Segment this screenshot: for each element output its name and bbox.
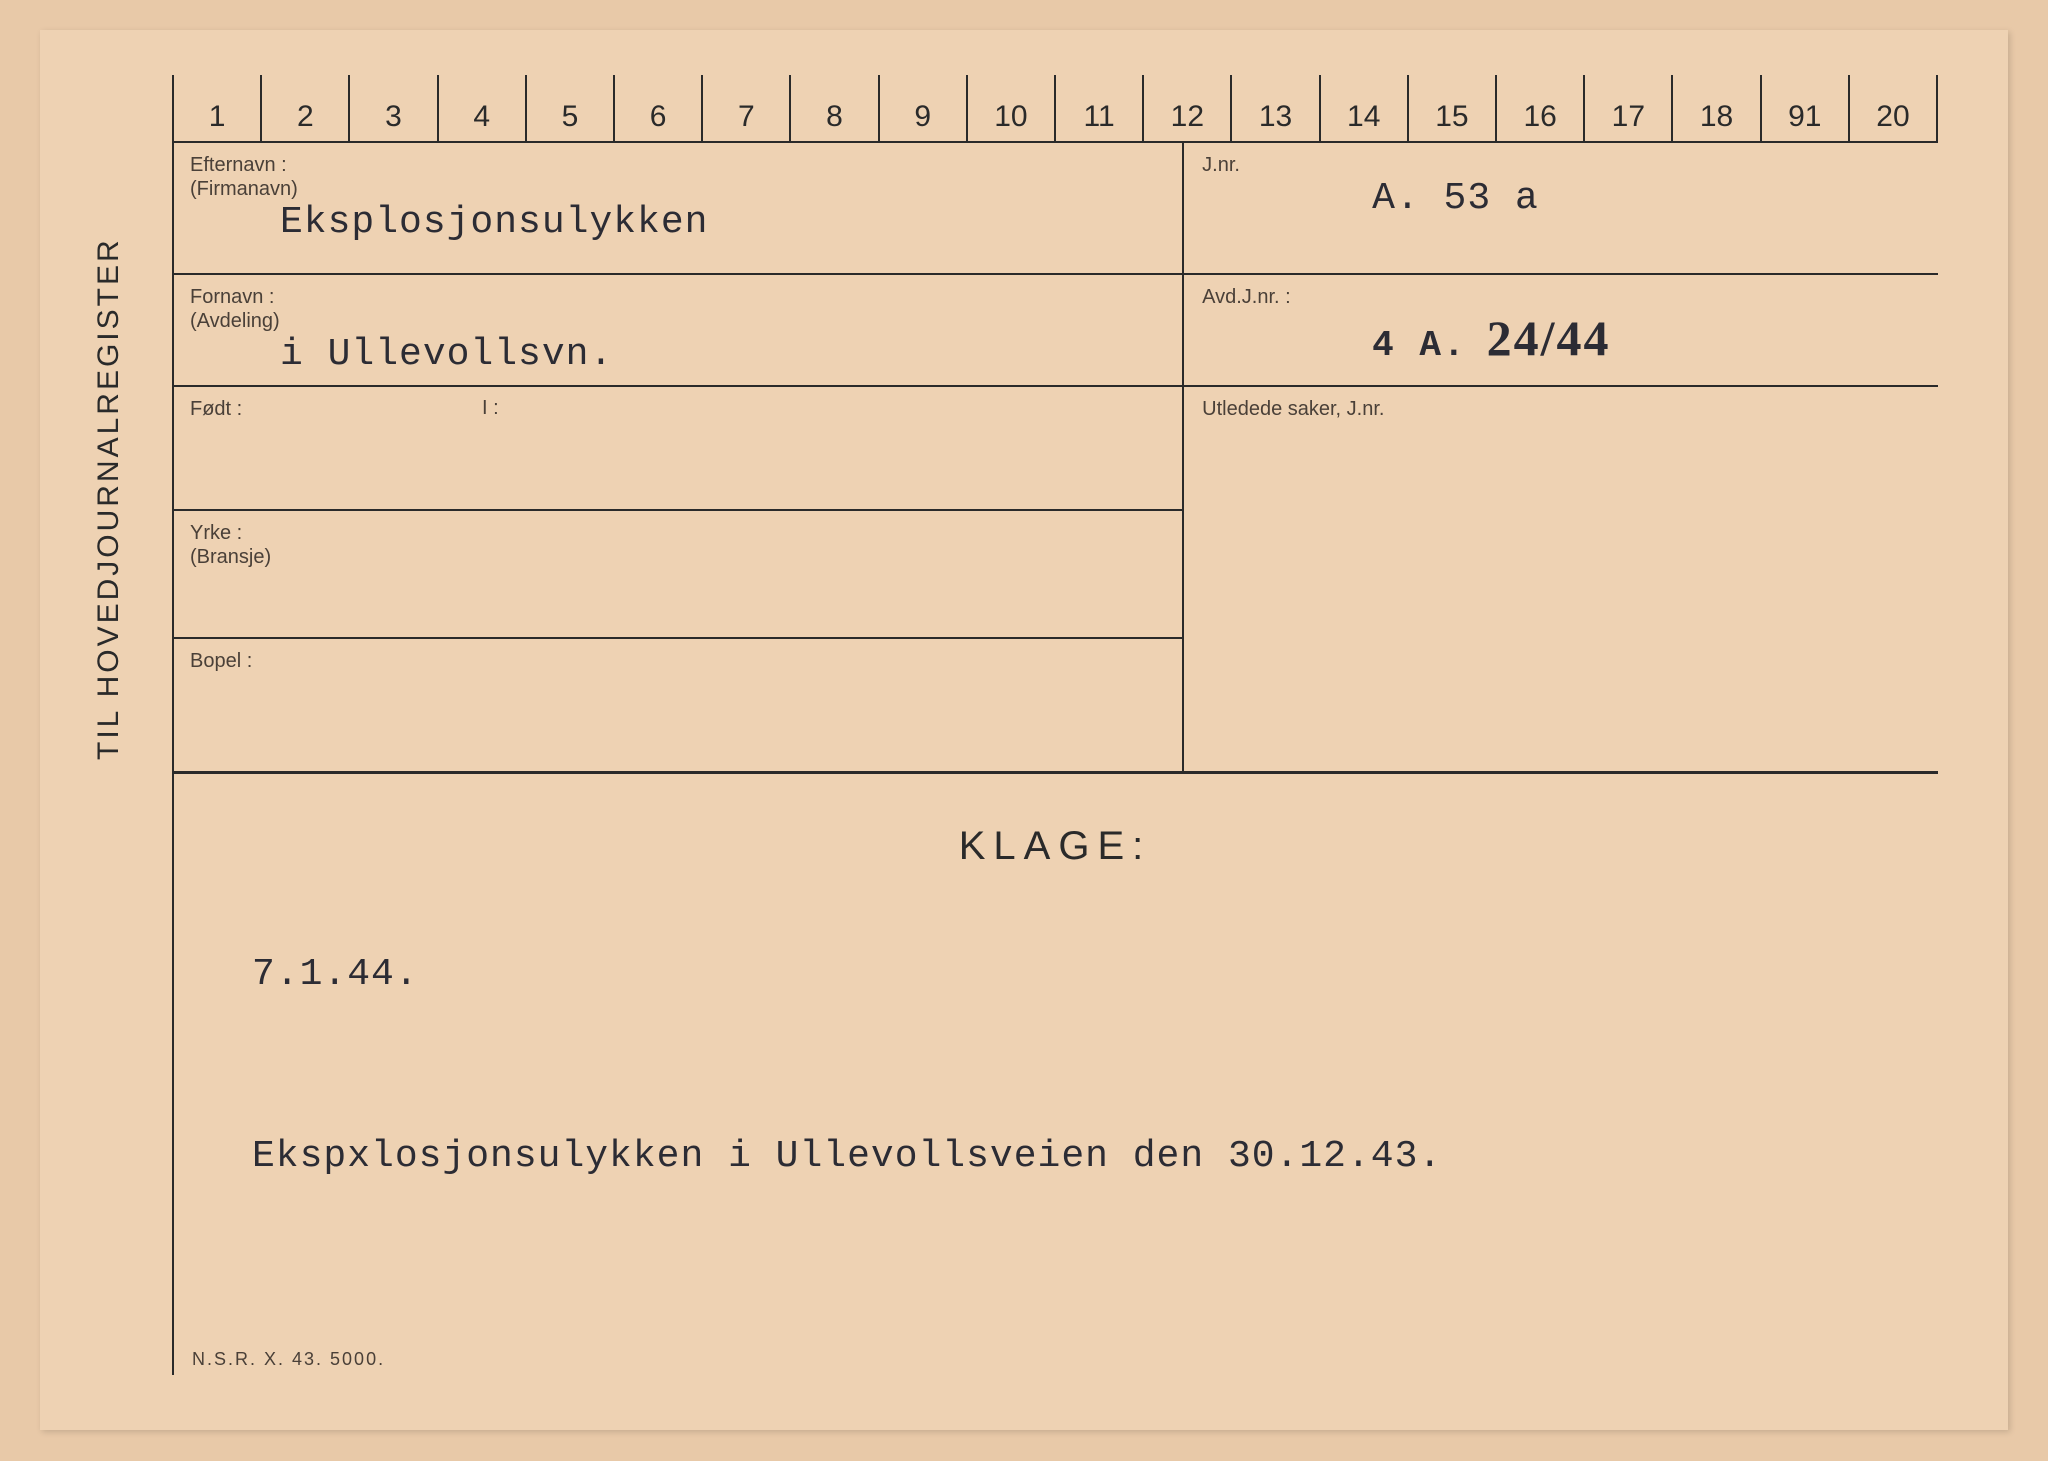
ruler-cell: 20 — [1848, 75, 1938, 141]
label-fornavn-2: (Avdeling) — [190, 309, 1164, 333]
ruler-row: 1234567891011121314151617189120 — [172, 75, 1938, 143]
left-column: Efternavn : (Firmanavn) Eksplosjonsulykk… — [172, 143, 1182, 771]
ruler-cell: 5 — [525, 75, 613, 141]
left-frame-line — [172, 143, 174, 1375]
ruler-cell: 2 — [260, 75, 348, 141]
value-etternavn: Eksplosjonsulykken — [190, 201, 1164, 244]
ruler-cell: 1 — [172, 75, 260, 141]
ruler-cell: 3 — [348, 75, 436, 141]
field-utledede: Utledede saker, J.nr. — [1184, 387, 1938, 771]
label-yrke-1: Yrke : — [190, 521, 1164, 545]
ruler-cell: 11 — [1054, 75, 1142, 141]
label-utledede: Utledede saker, J.nr. — [1202, 397, 1920, 421]
avdjnr-hand: 24/44 — [1487, 310, 1611, 366]
side-label: TIL HOVEDJOURNALREGISTER — [92, 237, 126, 760]
label-etternavn-2: (Firmanavn) — [190, 177, 1164, 201]
ruler-cell: 17 — [1583, 75, 1671, 141]
label-jnr: J.nr. — [1202, 153, 1920, 177]
field-fodt: Født : I : — [172, 387, 1182, 511]
klage-text: Ekspxlosjonsulykken i Ullevollsveien den… — [252, 1111, 1898, 1202]
label-fodt: Født : — [190, 397, 1164, 421]
value-fornavn: i Ullevollsvn. — [190, 333, 1164, 376]
ruler-cell: 6 — [613, 75, 701, 141]
klage-body: 7.1.44. Ekspxlosjonsulykken i Ullevollsv… — [212, 929, 1898, 1203]
ruler-cell: 9 — [878, 75, 966, 141]
label-avdjnr: Avd.J.nr. : — [1202, 285, 1920, 309]
field-etternavn: Efternavn : (Firmanavn) Eksplosjonsulykk… — [172, 143, 1182, 275]
value-avdjnr: 4 A. 24/44 — [1202, 309, 1920, 367]
klage-area: KLAGE: 7.1.44. Ekspxlosjonsulykken i Ull… — [172, 774, 1938, 1203]
ruler-cell: 15 — [1407, 75, 1495, 141]
field-avdjnr: Avd.J.nr. : 4 A. 24/44 — [1184, 275, 1938, 387]
footer-code: N.S.R. X. 43. 5000. — [192, 1349, 385, 1370]
ruler-cell: 8 — [789, 75, 877, 141]
ruler-cell: 4 — [437, 75, 525, 141]
field-jnr: J.nr. A. 53 a — [1184, 143, 1938, 275]
ruler-cell: 16 — [1495, 75, 1583, 141]
klage-title: KLAGE: — [212, 824, 1898, 869]
avdjnr-prefix: 4 A. — [1372, 325, 1466, 366]
label-etternavn-1: Efternavn : — [190, 153, 1164, 177]
klage-date: 7.1.44. — [252, 929, 1898, 1020]
register-card: TIL HOVEDJOURNALREGISTER 123456789101112… — [40, 30, 2008, 1430]
field-fornavn: Fornavn : (Avdeling) i Ullevollsvn. — [172, 275, 1182, 387]
ruler-cell: 12 — [1142, 75, 1230, 141]
field-bopel: Bopel : — [172, 639, 1182, 771]
label-yrke-2: (Bransje) — [190, 545, 1164, 569]
ruler-cell: 10 — [966, 75, 1054, 141]
right-column: J.nr. A. 53 a Avd.J.nr. : 4 A. 24/44 Utle… — [1182, 143, 1938, 771]
label-fornavn-1: Fornavn : — [190, 285, 1164, 309]
ruler-cell: 18 — [1671, 75, 1759, 141]
value-jnr: A. 53 a — [1202, 177, 1920, 220]
ruler-cell: 91 — [1760, 75, 1848, 141]
ruler-cell: 14 — [1319, 75, 1407, 141]
label-i: I : — [482, 397, 499, 420]
ruler-cell: 7 — [701, 75, 789, 141]
field-yrke: Yrke : (Bransje) — [172, 511, 1182, 639]
form-grid: Efternavn : (Firmanavn) Eksplosjonsulykk… — [172, 143, 1938, 774]
card-content: 1234567891011121314151617189120 Efternav… — [172, 75, 1938, 1390]
ruler-cell: 13 — [1230, 75, 1318, 141]
label-bopel: Bopel : — [190, 649, 1164, 673]
